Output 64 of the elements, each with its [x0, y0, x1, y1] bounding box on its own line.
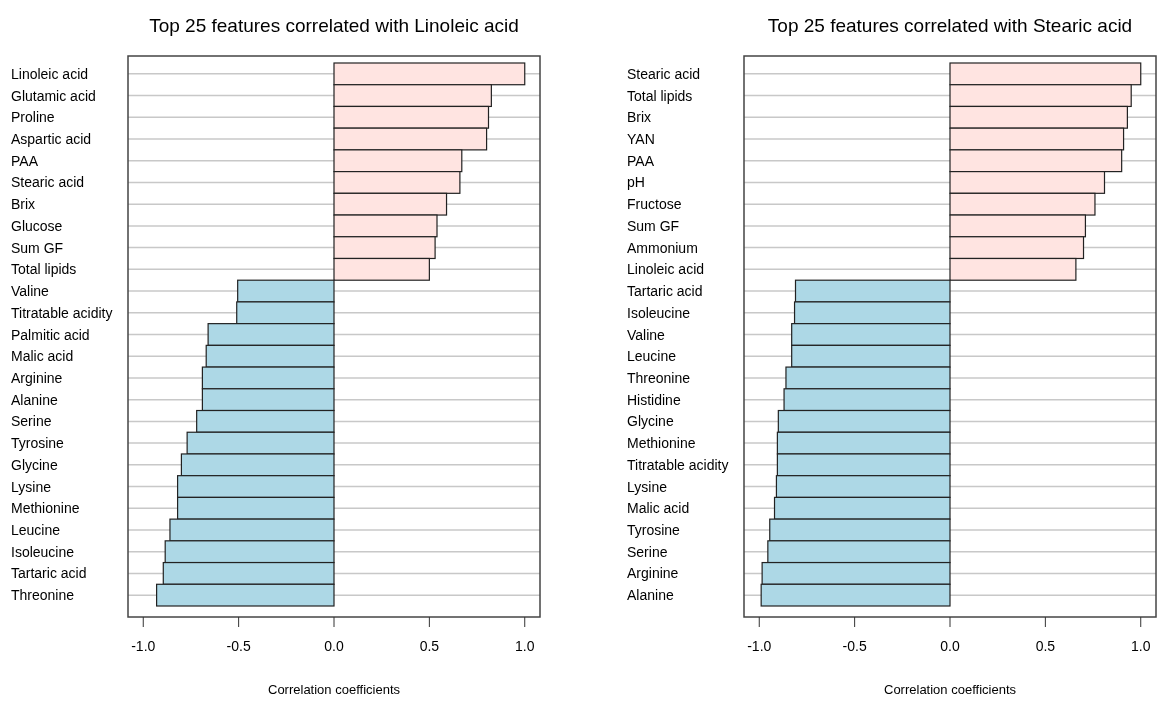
y-tick-label: Arginine [627, 565, 679, 582]
y-tick-label: Serine [11, 413, 52, 430]
y-tick-label: Isoleucine [11, 543, 75, 560]
y-tick-label: Linoleic acid [627, 261, 705, 278]
y-tick-label: Malic acid [627, 500, 690, 517]
x-tick-label: 0.5 [419, 638, 440, 654]
y-tick-label: Total lipids [11, 261, 77, 278]
y-tick-label: Valine [627, 326, 666, 343]
y-tick-label: Methionine [11, 500, 80, 517]
y-tick-label: Tartaric acid [11, 565, 87, 582]
y-tick-label: Lysine [11, 478, 52, 495]
y-tick-label: Methionine [627, 435, 696, 452]
y-tick-label: Histidine [627, 391, 681, 408]
y-tick-label: Brix [11, 196, 36, 213]
y-tick-label: Isoleucine [627, 304, 691, 321]
x-tick-label: -1.0 [747, 638, 772, 654]
y-tick-label: Serine [627, 543, 668, 560]
y-tick-label: Glycine [627, 413, 674, 430]
y-tick-label: Tyrosine [627, 521, 681, 538]
y-tick-label: Threonine [11, 587, 75, 604]
y-tick-label: Titratable acidity [627, 456, 729, 473]
y-tick-label: Fructose [627, 196, 682, 213]
y-tick-label: Proline [11, 109, 55, 126]
x-tick-label: 1.0 [515, 638, 535, 654]
y-tick-label: Ammonium [627, 239, 698, 256]
y-tick-label: Linoleic acid [11, 65, 89, 82]
y-tick-label: Total lipids [627, 87, 693, 104]
y-tick-label: Tyrosine [11, 435, 65, 452]
y-tick-label: Glycine [11, 456, 58, 473]
y-tick-label: Stearic acid [627, 65, 701, 82]
chart-title: Top 25 features correlated with Stearic acid [767, 15, 1133, 36]
y-tick-label: PAA [627, 152, 655, 169]
y-tick-label: Valine [11, 283, 50, 300]
y-tick-label: Lysine [627, 478, 668, 495]
y-tick-label: Alanine [627, 587, 674, 604]
y-tick-label: Leucine [11, 521, 61, 538]
x-tick-label: 0.0 [940, 638, 960, 654]
y-tick-label: Aspartic acid [11, 131, 92, 148]
y-tick-label: Sum GF [11, 239, 64, 256]
y-tick-label: Leucine [627, 348, 677, 365]
x-axis-title: Correlation coefficients [268, 682, 401, 697]
y-tick-label: YAN [627, 131, 655, 148]
y-tick-label: Brix [627, 109, 652, 126]
y-tick-label: Palmitic acid [11, 326, 90, 343]
y-tick-label: Malic acid [11, 348, 74, 365]
y-tick-label: Tartaric acid [627, 283, 703, 300]
y-tick-label: Glutamic acid [11, 87, 96, 104]
y-tick-label: Stearic acid [11, 174, 85, 191]
y-tick-label: Threonine [627, 369, 691, 386]
x-axis-title: Correlation coefficients [884, 682, 1017, 697]
y-tick-label: Alanine [11, 391, 58, 408]
y-tick-label: PAA [11, 152, 39, 169]
chart-title: Top 25 features correlated with Linoleic acid [149, 15, 519, 36]
x-tick-label: -0.5 [842, 638, 867, 654]
x-tick-label: -1.0 [131, 638, 156, 654]
y-tick-label: Sum GF [627, 217, 680, 234]
y-tick-label: Titratable acidity [11, 304, 113, 321]
y-tick-label: pH [627, 174, 645, 191]
y-tick-label: Arginine [11, 369, 63, 386]
y-tick-label: Glucose [11, 217, 63, 234]
x-tick-label: 0.5 [1035, 638, 1056, 654]
x-tick-label: -0.5 [226, 638, 251, 654]
x-tick-label: 0.0 [324, 638, 344, 654]
x-tick-label: 1.0 [1131, 638, 1151, 654]
